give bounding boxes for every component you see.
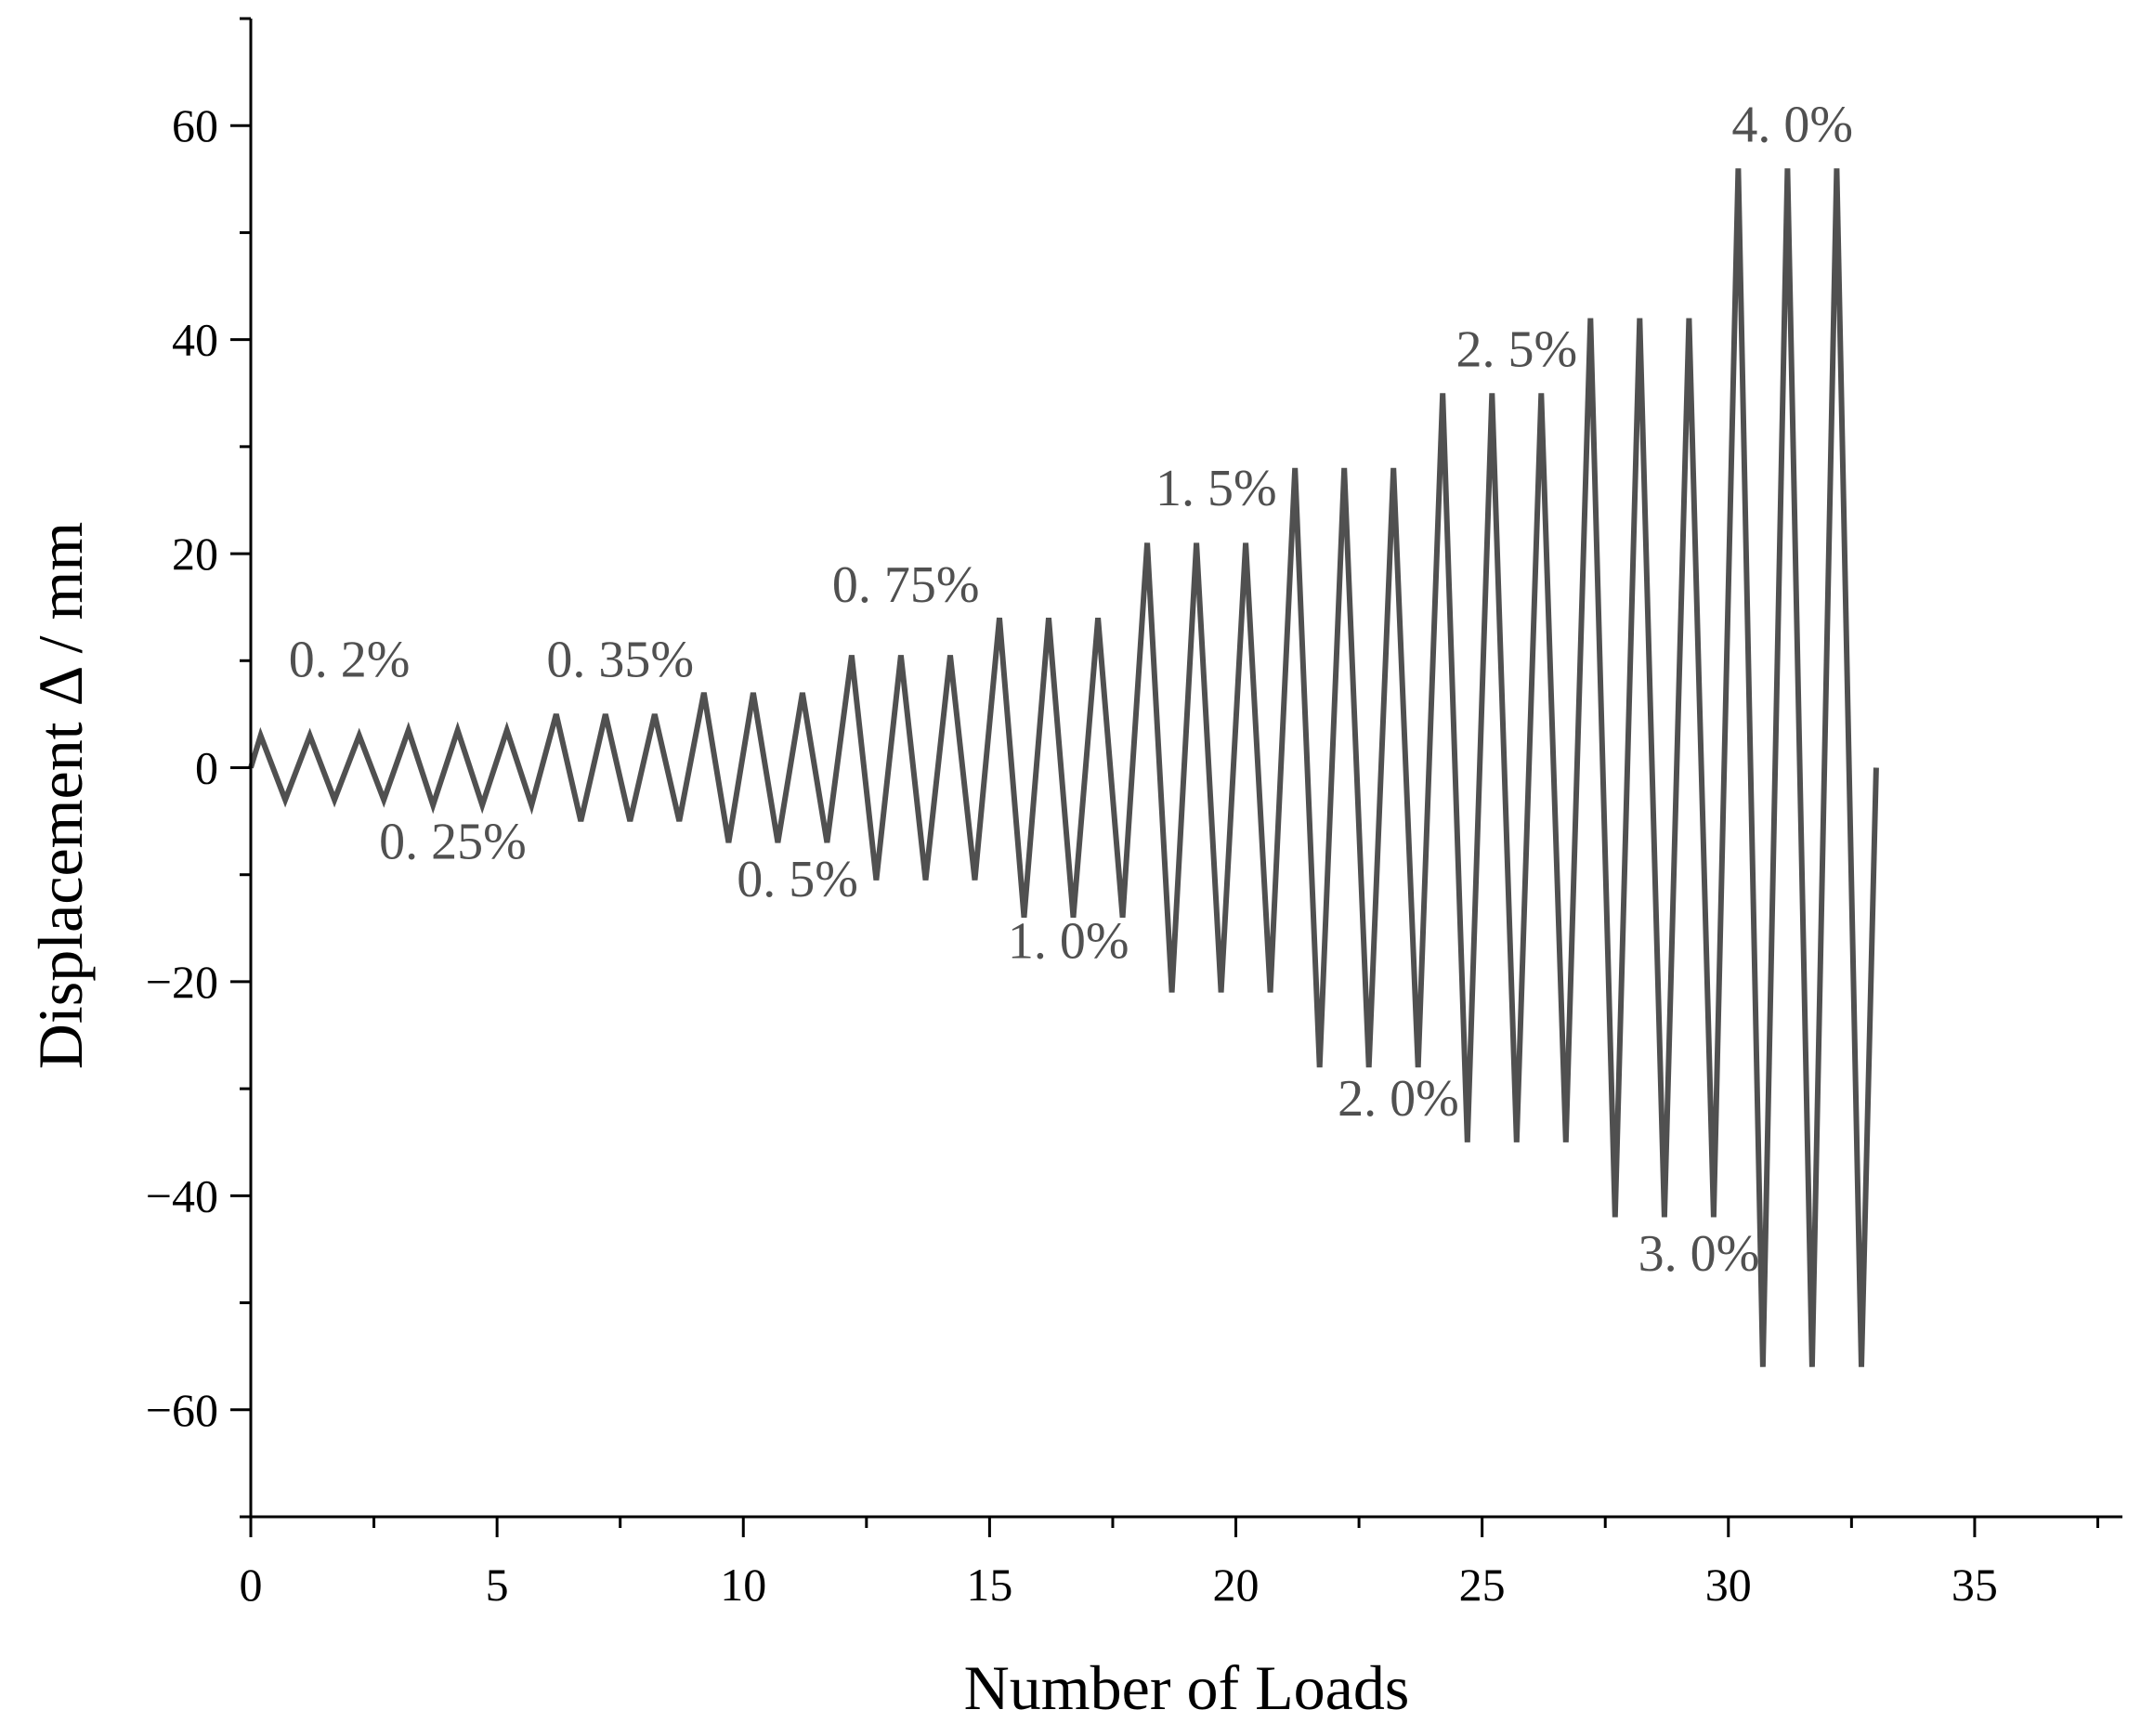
- drift-ratio-label: 0. 2%: [289, 632, 411, 689]
- displacement-series-line: [248, 168, 1879, 1367]
- x-axis-ticks: 0 5 10 15 20 25 30 35: [240, 1517, 2099, 1611]
- drift-ratio-label: 0. 35%: [546, 632, 694, 689]
- x-tick-label: 30: [1705, 1559, 1752, 1611]
- x-tick-label: 0: [240, 1559, 263, 1611]
- x-tick-label: 5: [486, 1559, 509, 1611]
- y-tick-label: −60: [146, 1384, 218, 1436]
- drift-ratio-label: 0. 75%: [832, 556, 980, 614]
- x-tick-label: 25: [1459, 1559, 1506, 1611]
- y-tick-label: −40: [146, 1169, 218, 1221]
- y-tick-label: 20: [172, 528, 218, 580]
- drift-ratio-label: 0. 25%: [379, 813, 527, 870]
- x-tick-label: 35: [1952, 1559, 1998, 1611]
- drift-ratio-label: 3. 0%: [1638, 1225, 1760, 1283]
- drift-ratio-label: 2. 0%: [1338, 1070, 1459, 1128]
- x-axis-title: Number of Loads: [964, 1652, 1410, 1723]
- plot-area: [248, 168, 1879, 1367]
- x-tick-label: 20: [1213, 1559, 1260, 1611]
- drift-ratio-label: 1. 0%: [1008, 913, 1129, 971]
- y-tick-label: 60: [172, 99, 218, 151]
- y-tick-label: 0: [195, 742, 218, 794]
- drift-ratio-label: 2. 5%: [1456, 320, 1577, 378]
- drift-ratio-annotations: 0. 2% 0. 25% 0. 35% 0. 5% 0. 75% 1. 0% 1. 5% 2.…: [289, 96, 1853, 1283]
- y-axis-title: Displacement Δ / mm: [25, 522, 96, 1070]
- drift-ratio-label: 1. 5%: [1155, 460, 1277, 517]
- x-tick-label: 10: [720, 1559, 766, 1611]
- y-axis-ticks: −60 −40 −20 0 20 40 60: [146, 17, 251, 1519]
- drift-ratio-label: 4. 0%: [1731, 96, 1853, 153]
- y-tick-label: −20: [146, 956, 218, 1008]
- y-tick-label: 40: [172, 314, 218, 366]
- x-tick-label: 15: [966, 1559, 1012, 1611]
- drift-ratio-label: 0. 5%: [737, 851, 858, 908]
